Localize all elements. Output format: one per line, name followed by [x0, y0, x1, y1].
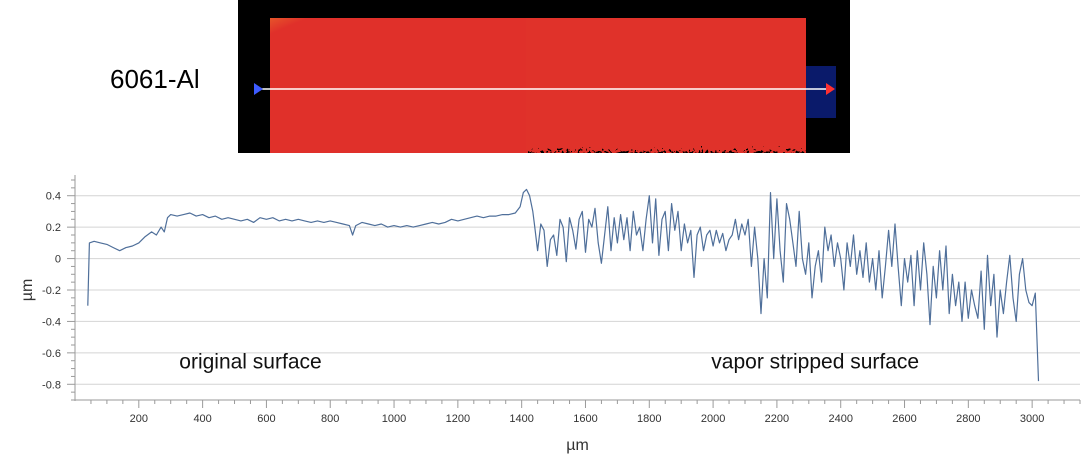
- x-tick-label: 2600: [892, 413, 916, 425]
- profile-line-series-0: [87, 188, 1040, 382]
- x-tick-label: 1800: [637, 413, 661, 425]
- y-axis-title: µm: [19, 279, 36, 302]
- x-tick-label: 1400: [509, 413, 533, 425]
- sample-label: 6061-Al: [110, 64, 200, 94]
- slice-end-panel: [806, 66, 836, 118]
- surface-height-map: Sli: [238, 0, 1086, 153]
- x-tick-label: 1600: [573, 413, 597, 425]
- y-tick-label: -0.2: [42, 285, 61, 297]
- annotation-1: vapor stripped surface: [711, 351, 919, 374]
- y-tick-label: 0.2: [46, 222, 61, 234]
- annotation-0: original surface: [179, 351, 321, 374]
- plot-area: [87, 188, 1040, 382]
- x-tick-label: 2800: [956, 413, 980, 425]
- x-tick-label: 1000: [382, 413, 406, 425]
- stripped-surface-region: [526, 18, 806, 153]
- x-axis-title: µm: [566, 437, 589, 454]
- x-tick-label: 2400: [828, 413, 852, 425]
- grid: [75, 195, 1080, 385]
- slice-start-marker-icon[interactable]: [254, 83, 263, 95]
- x-tick-label: 3000: [1020, 413, 1044, 425]
- x-tick-label: 1200: [446, 413, 470, 425]
- profile-chart: 0.4 0.2 0 -0.2 -0.4 -0.6 -0.8 200 400 600 800 1000 1…: [0, 160, 1089, 460]
- x-tick-label: 2200: [765, 413, 789, 425]
- profile-chart-svg: 0.4 0.2 0 -0.2 -0.4 -0.6 -0.8 200 400 600 800 1000 1…: [19, 175, 1081, 454]
- y-tick-label: 0: [55, 254, 61, 266]
- x-tick-label: 2000: [701, 413, 725, 425]
- original-surface-region: [270, 18, 528, 153]
- height-map-image: [238, 0, 850, 153]
- x-tick-label: 400: [193, 413, 211, 425]
- slice-end-marker-icon[interactable]: [826, 83, 835, 95]
- slice-label: Sli: [1074, 92, 1087, 104]
- x-tick-label: 600: [257, 413, 275, 425]
- y-tick-label: 0.4: [46, 191, 61, 203]
- y-tick-label: -0.8: [42, 379, 61, 391]
- y-tick-label: -0.4: [42, 316, 61, 328]
- axes: [67, 175, 1081, 408]
- labels: 0.4 0.2 0 -0.2 -0.4 -0.6 -0.8 200 400 600 800 1000 1…: [19, 191, 1044, 454]
- y-tick-label: -0.6: [42, 348, 61, 360]
- x-tick-label: 200: [130, 413, 148, 425]
- x-tick-label: 800: [321, 413, 339, 425]
